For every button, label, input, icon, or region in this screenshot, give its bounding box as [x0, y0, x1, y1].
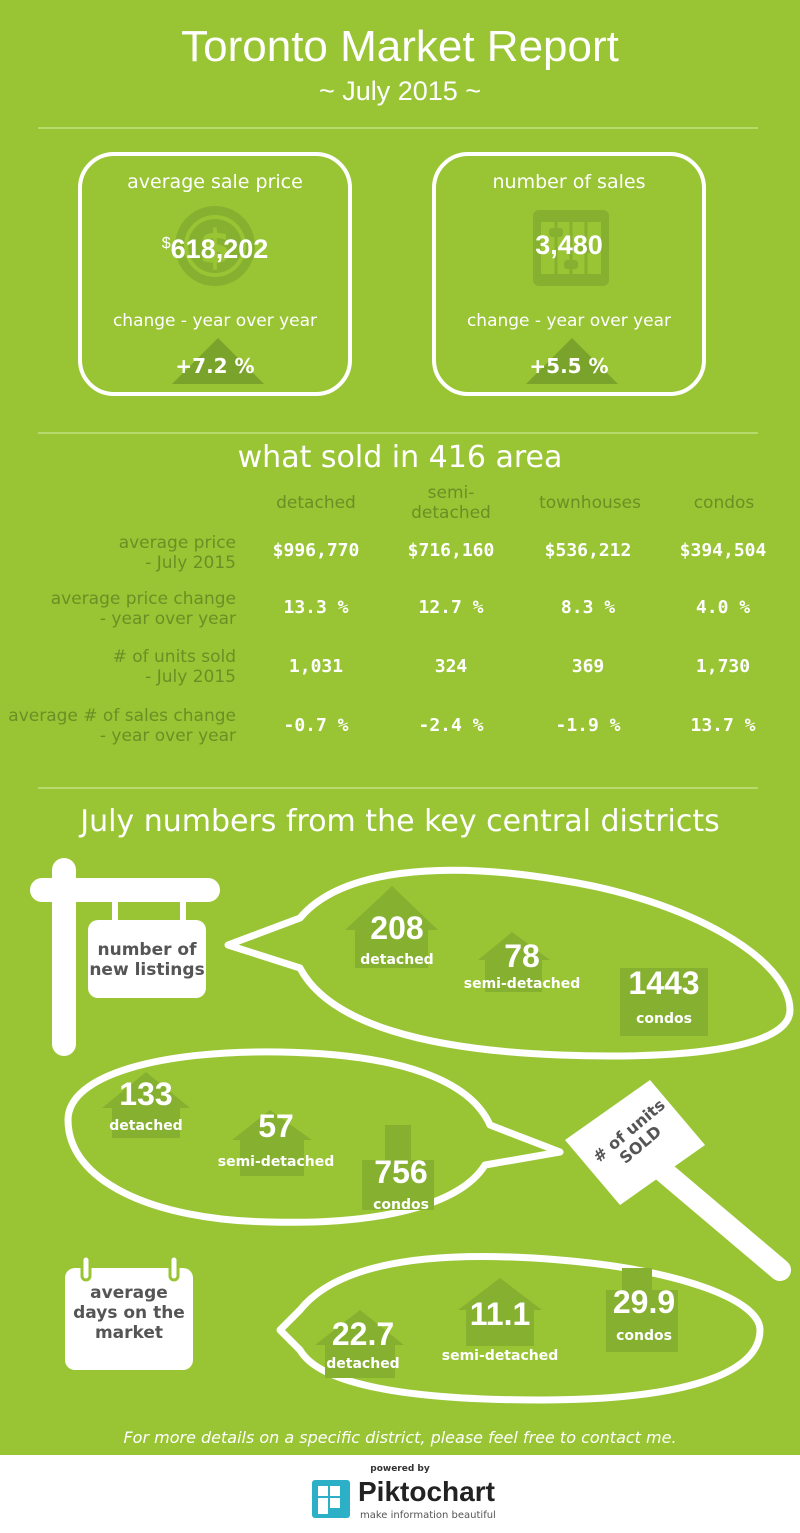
- change-label: change - year over year: [466, 311, 672, 331]
- table-cell: -0.7 %: [283, 715, 349, 736]
- days-on-market-sign-label: average days on the market: [73, 1283, 185, 1343]
- price-change-value: +7.2 %: [175, 354, 255, 378]
- table-cell: -1.9 %: [555, 715, 621, 736]
- powered-by-label: powered by: [370, 1464, 430, 1474]
- table-cell: 13.3 %: [283, 597, 349, 618]
- sold-detached-label: detached: [109, 1118, 183, 1134]
- card-title: number of sales: [492, 171, 646, 193]
- number-of-sales-card: number of sales 3,480 change - year over…: [432, 152, 706, 396]
- piktochart-brand[interactable]: Piktochart: [358, 1476, 495, 1507]
- row-label: average price change - year over year: [50, 589, 236, 629]
- listings-condos-value: 1443: [628, 965, 700, 1001]
- table-cell: $996,770: [272, 540, 360, 561]
- new-listings-sign-label: number of new listings: [89, 940, 205, 980]
- up-arrow-icon: [172, 338, 264, 384]
- section-title-416: what sold in 416 area: [237, 440, 563, 475]
- listings-semi-label: semi-detached: [463, 976, 581, 992]
- page-subtitle: ~ July 2015 ~: [318, 76, 482, 106]
- listings-semi-value: 78: [504, 938, 540, 974]
- listings-detached-label: detached: [360, 952, 434, 968]
- divider: [38, 787, 758, 789]
- table-cell: $536,212: [544, 540, 632, 561]
- sold-sign-icon: [565, 1080, 791, 1281]
- days-detached-value: 22.7: [331, 1316, 395, 1352]
- days-semi-label: semi-detached: [441, 1348, 559, 1364]
- speech-bubble: [64, 1048, 564, 1226]
- table-cell: $716,160: [407, 540, 495, 561]
- days-condos-label: condos: [616, 1328, 672, 1344]
- up-arrow-icon: [526, 338, 618, 384]
- table-cell: 13.7 %: [690, 715, 756, 736]
- table-cell: 324: [434, 656, 468, 677]
- table-cell: 12.7 %: [418, 597, 484, 618]
- speech-bubble: [224, 866, 794, 1060]
- sold-detached-value: 133: [119, 1076, 173, 1112]
- piktochart-tagline: make information beautiful: [360, 1510, 496, 1521]
- days-detached-label: detached: [326, 1356, 400, 1372]
- table-cell: 1,730: [695, 656, 751, 677]
- column-header: semi- detached: [411, 483, 491, 523]
- piktochart-logo-icon: [312, 1480, 350, 1518]
- for-sale-post-icon: [30, 858, 220, 1056]
- days-semi-value: 11.1: [469, 1296, 531, 1332]
- sales-change-value: +5.5 %: [529, 354, 609, 378]
- divider: [38, 432, 758, 434]
- column-header: condos: [693, 493, 755, 513]
- abacus-icon: [533, 210, 609, 286]
- sold-semi-value: 57: [258, 1108, 294, 1144]
- table-cell: 4.0 %: [695, 597, 751, 618]
- table-cell: 8.3 %: [560, 597, 616, 618]
- days-condos-value: 29.9: [612, 1284, 676, 1320]
- average-sale-price-card: average sale price $ $618,202 change - y…: [78, 152, 352, 396]
- listings-detached-value: 208: [370, 910, 424, 946]
- district-graphics: [30, 858, 794, 1404]
- column-header: detached: [276, 493, 356, 513]
- dollar-coin-icon: $: [175, 206, 255, 286]
- row-label: average price - July 2015: [118, 533, 236, 573]
- house-icons: [102, 886, 708, 1378]
- infographic-background: Toronto Market Report ~ July 2015 ~ aver…: [0, 0, 800, 1455]
- divider: [38, 127, 758, 129]
- change-label: change - year over year: [112, 311, 318, 331]
- sold-semi-label: semi-detached: [217, 1154, 335, 1170]
- number-of-sales-value: 3,480: [535, 230, 603, 260]
- table-cell: 1,031: [288, 656, 344, 677]
- row-label: # of units sold - July 2015: [112, 647, 236, 687]
- column-header: townhouses: [539, 493, 641, 513]
- svg-text:$: $: [199, 220, 231, 274]
- sold-condos-label: condos: [373, 1197, 429, 1213]
- card-title: average sale price: [127, 171, 303, 193]
- footer-note: For more details on a specific district,…: [123, 1428, 677, 1447]
- listings-condos-label: condos: [636, 1011, 692, 1027]
- calendar-icon: [65, 1254, 193, 1370]
- average-sale-price-value: $618,202: [161, 234, 269, 264]
- table-cell: 369: [571, 656, 605, 677]
- speech-bubble: [276, 1253, 764, 1404]
- section-title-districts: July numbers from the key central distri…: [80, 804, 720, 839]
- sold-condos-value: 756: [374, 1154, 428, 1190]
- row-label: average # of sales change - year over ye…: [8, 706, 236, 746]
- page-title: Toronto Market Report: [181, 22, 619, 71]
- table-cell: $394,504: [679, 540, 767, 561]
- table-cell: -2.4 %: [418, 715, 484, 736]
